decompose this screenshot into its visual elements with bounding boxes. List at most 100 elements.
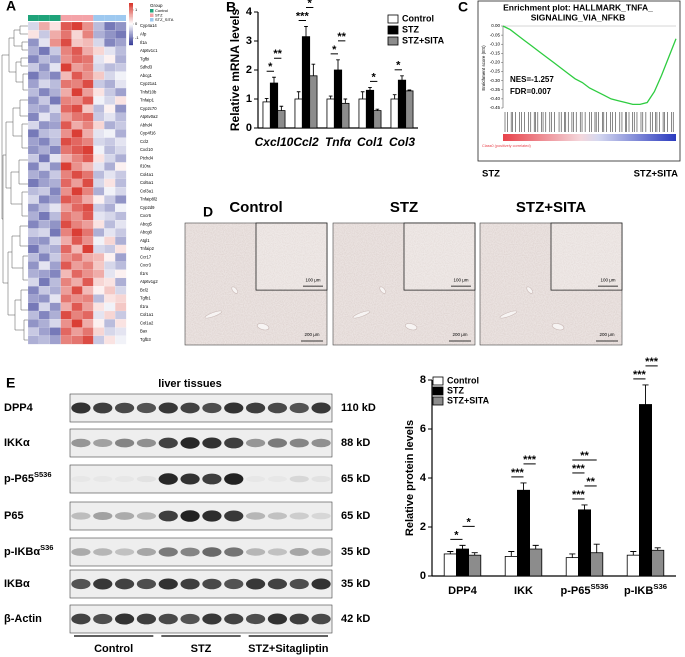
gene-label: Cyp4f16 [140,131,156,136]
error-bar [400,75,404,81]
blot-band [267,548,288,556]
heat-cell [82,54,94,64]
vessel [526,286,533,294]
blot-band [245,578,266,590]
blot-band [71,613,91,625]
heat-cell [93,30,105,39]
heat-cell [93,187,105,196]
blot-band [202,402,222,414]
gene-label: Col3a1 [140,188,154,193]
heat-cell [60,21,72,31]
heat-cell [38,63,51,72]
heat-cell [38,286,51,295]
significance-label: * [372,71,377,83]
legend-label: STZ [447,385,465,395]
blot-band [136,613,157,625]
heat-cell [82,38,94,48]
heat-cell [38,162,51,171]
error-bar [569,553,576,558]
error-bar [581,504,588,510]
heat-cell [82,327,94,337]
heat-cell [93,302,105,312]
significance-label: * [268,61,273,73]
blot-band [136,438,157,448]
heat-cell [60,145,72,155]
heat-cell [104,79,116,89]
heat-cell [93,203,105,213]
heat-cell [71,261,83,270]
heat-cell [93,121,105,130]
heat-cell [82,286,94,295]
heat-cell [71,71,83,81]
gene-label: Il1ra [140,304,149,309]
significance-label: *** [296,10,310,22]
heat-cell [49,228,61,237]
heat-cell [71,269,83,279]
heat-cell [93,178,105,188]
heat-cell [115,145,127,155]
heat-cell [27,145,40,155]
blot-band [245,438,266,448]
heat-cell [71,129,83,138]
bar [341,102,350,129]
bar [405,90,414,129]
gsea-title: SIGNALING_VIA_NFKB [531,12,625,22]
heat-cell [71,335,83,345]
heat-cell [104,294,116,303]
heat-cell [115,253,127,262]
heat-cell [60,294,72,303]
y-tick-label: 3 [246,35,252,47]
colorbar-step [129,24,133,26]
bar [365,89,375,129]
blot-band [158,437,178,449]
x-tick-label: Ccl2 [293,135,319,149]
heat-cell [27,63,40,72]
heat-cell [115,261,127,270]
significance-label: * [332,44,337,56]
heat-cell [60,310,72,320]
heat-cell [104,269,116,279]
heat-cell [82,104,94,114]
gene-label: Ccl2 [140,139,149,144]
heat-cell [82,335,94,345]
colorbar-step [129,33,133,36]
blot-band [289,475,309,483]
colorbar-step [129,26,133,29]
heat-cell [60,63,72,72]
heat-cell [82,21,94,31]
blot-band [71,438,91,448]
group-swatch [150,9,154,13]
heat-cell [49,195,61,204]
colorbar-step [129,28,133,30]
heat-cell [104,112,116,122]
gene-label: Col1a2 [140,320,154,325]
blot-band [289,578,309,590]
group-swatch [150,18,154,22]
heat-cell [71,286,83,295]
heat-cell [82,253,94,262]
heat-cell [38,335,51,345]
blot-band [180,402,200,414]
blot-band [224,402,244,414]
error-bar [642,384,649,405]
heat-cell [104,121,116,130]
heat-cell [27,319,40,328]
heat-cell [49,277,61,287]
heat-cell [115,46,127,56]
heat-cell [27,335,40,345]
heat-cell [115,71,127,81]
heat-cell [27,38,40,48]
heat-cell [27,195,40,204]
heat-cell [60,269,72,279]
heat-cell [49,335,61,345]
heat-cell [104,187,116,196]
x-tick-label: Tnfα [325,135,352,149]
blot-band [93,578,113,590]
significance-label: ** [273,48,282,60]
heat-cell [71,195,83,204]
heat-cell [71,54,83,64]
colorbar-label: 0 [135,21,138,26]
legend-label: Control [402,13,434,23]
heat-cell [104,203,116,213]
heat-cell [71,253,83,262]
